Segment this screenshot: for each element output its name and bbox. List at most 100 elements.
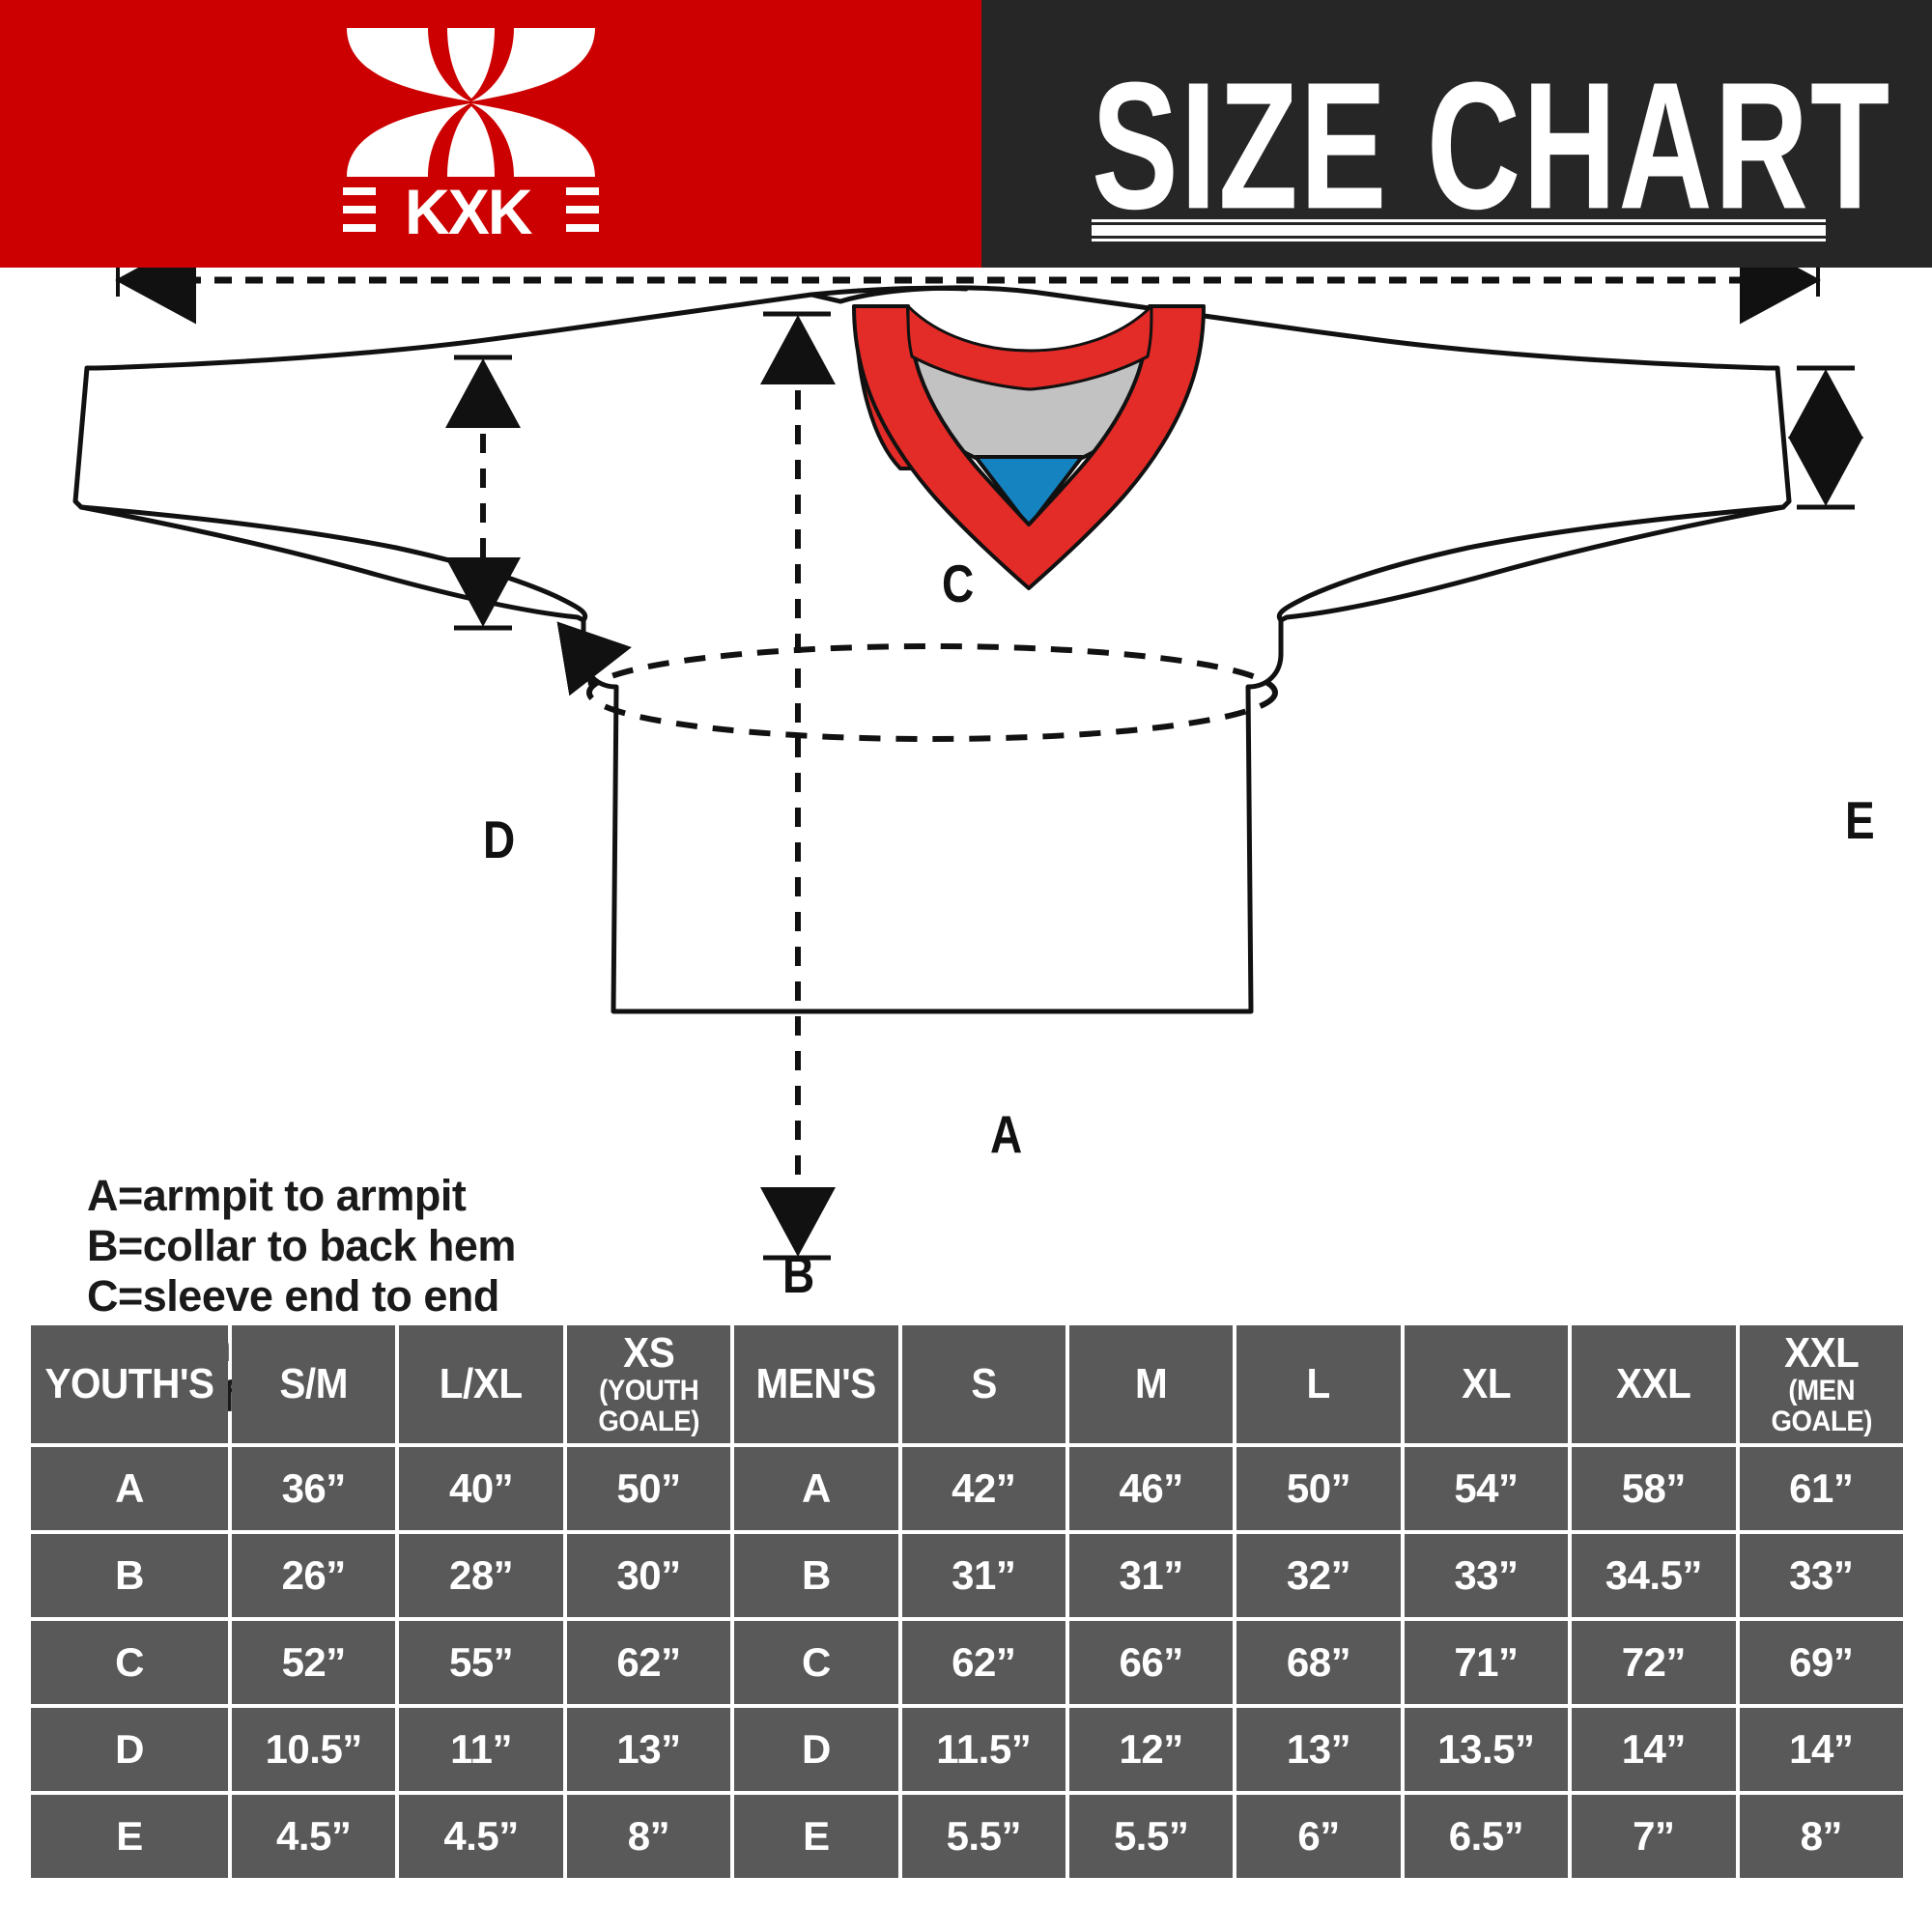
- legend-item-a: A=armpit to armpit: [87, 1171, 467, 1220]
- jersey-illustration: [72, 268, 1863, 1261]
- cell-value: 4.5”: [399, 1795, 563, 1878]
- page-title: SIZE CHART: [1092, 44, 1892, 247]
- cell-value: 4.5”: [232, 1795, 396, 1878]
- cell-value: 52”: [232, 1621, 396, 1704]
- cell-value: 55”: [399, 1621, 563, 1704]
- col-header-L-7: L: [1236, 1325, 1401, 1443]
- cell-value: 62”: [566, 1621, 731, 1704]
- dimension-label-E: E: [1845, 790, 1875, 850]
- col-header-main: XXL: [1783, 1329, 1860, 1377]
- cell-value: 13”: [1236, 1708, 1401, 1791]
- cell-value: 7”: [1572, 1795, 1736, 1878]
- legend-item-c: C=sleeve end to end: [87, 1271, 499, 1321]
- size-table: YOUTH'S S/M L/XL XS (YOUTH GOALE) MEN'S S M L XL X…: [27, 1321, 1907, 1882]
- kxk-hourglass-logo-icon: [347, 28, 595, 177]
- table-row: B 26” 28” 30” B 31” 31” 32” 33” 34.5” 33”: [31, 1534, 1903, 1617]
- row-label-youth: C: [31, 1621, 228, 1704]
- cell-value: 68”: [1236, 1621, 1401, 1704]
- cell-value: 14”: [1739, 1708, 1903, 1791]
- cell-value: 28”: [399, 1534, 563, 1617]
- row-label-youth: E: [31, 1795, 228, 1878]
- cell-value: 50”: [1236, 1447, 1401, 1530]
- col-header-YOUTHS-0: YOUTH'S: [31, 1325, 228, 1443]
- cell-value: 61”: [1739, 1447, 1903, 1530]
- shoulder-lines: [809, 285, 969, 298]
- col-header-main: S: [970, 1360, 997, 1407]
- col-header-main: YOUTH'S: [44, 1360, 214, 1407]
- jersey-diagram: C D E A B A=armpit to armpit B=collar to…: [0, 268, 1932, 1421]
- cell-value: 26”: [232, 1534, 396, 1617]
- size-table-body: A 36” 40” 50” A 42” 46” 50” 54” 58” 61” B 26” 28” 30” B…: [31, 1447, 1903, 1878]
- col-header-sub: (YOUTH GOALE): [598, 1375, 699, 1437]
- cell-value: 5.5”: [1068, 1795, 1234, 1878]
- table-row: A 36” 40” 50” A 42” 46” 50” 54” 58” 61”: [31, 1447, 1903, 1530]
- col-header-main: S/M: [279, 1360, 348, 1407]
- cell-value: 34.5”: [1572, 1534, 1736, 1617]
- table-row: C 52” 55” 62” C 62” 66” 68” 71” 72” 69”: [31, 1621, 1903, 1704]
- row-label-men: E: [734, 1795, 898, 1878]
- cell-value: 62”: [901, 1621, 1065, 1704]
- dimension-E-arrow: [1788, 365, 1863, 510]
- cell-value: 58”: [1572, 1447, 1736, 1530]
- table-header-row: YOUTH'S S/M L/XL XS (YOUTH GOALE) MEN'S S M L XL X…: [31, 1325, 1903, 1443]
- col-header-main: L/XL: [440, 1360, 524, 1407]
- dimension-B-arrow: [760, 311, 836, 1261]
- legend-item-b: B=collar to back hem: [87, 1221, 516, 1270]
- cell-value: 72”: [1572, 1621, 1736, 1704]
- cell-value: 54”: [1404, 1447, 1569, 1530]
- kxk-wordmark-icon: KXK: [343, 180, 599, 240]
- row-label-youth: D: [31, 1708, 228, 1791]
- col-header-main: XXL: [1616, 1360, 1691, 1407]
- cell-value: 14”: [1572, 1708, 1736, 1791]
- dimension-label-D: D: [483, 810, 516, 869]
- cell-value: 50”: [566, 1447, 731, 1530]
- svg-text:KXK: KXK: [405, 180, 532, 240]
- col-header-LXL-2: L/XL: [399, 1325, 563, 1443]
- size-table-container: YOUTH'S S/M L/XL XS (YOUTH GOALE) MEN'S S M L XL X…: [27, 1321, 1907, 1901]
- cell-value: 46”: [1068, 1447, 1234, 1530]
- row-label-men: C: [734, 1621, 898, 1704]
- title-underline-rule: [1092, 219, 1826, 242]
- cell-value: 31”: [1068, 1534, 1234, 1617]
- dimension-C-arrow: [115, 268, 1821, 325]
- cell-value: 13.5”: [1404, 1708, 1569, 1791]
- dimension-label-B: B: [782, 1244, 815, 1304]
- cell-value: 8”: [566, 1795, 731, 1878]
- cell-value: 66”: [1068, 1621, 1234, 1704]
- right-armhole-seam: [1276, 504, 1786, 623]
- cell-value: 40”: [399, 1447, 563, 1530]
- col-header-XS-3: XS (YOUTH GOALE): [566, 1325, 731, 1443]
- table-row: E 4.5” 4.5” 8” E 5.5” 5.5” 6” 6.5” 7” 8”: [31, 1795, 1903, 1878]
- dimension-label-A: A: [990, 1104, 1023, 1164]
- row-label-men: A: [734, 1447, 898, 1530]
- cell-value: 33”: [1739, 1534, 1903, 1617]
- cell-value: 13”: [566, 1708, 731, 1791]
- cell-value: 11”: [399, 1708, 563, 1791]
- dimension-A-ellipse: [556, 621, 1278, 742]
- cell-value: 32”: [1236, 1534, 1401, 1617]
- title-block: SIZE CHART: [1092, 43, 1889, 246]
- cell-value: 12”: [1068, 1708, 1234, 1791]
- col-header-main: MEN'S: [755, 1360, 877, 1407]
- col-header-main: XL: [1462, 1360, 1511, 1407]
- col-header-XL-8: XL: [1404, 1325, 1569, 1443]
- row-label-men: B: [734, 1534, 898, 1617]
- brand-logo: KXK: [343, 25, 599, 249]
- col-header-sub: (MEN GOALE): [1770, 1375, 1872, 1437]
- col-header-XXL-10: XXL (MEN GOALE): [1739, 1325, 1903, 1443]
- col-header-main: L: [1306, 1360, 1331, 1407]
- size-table-header: YOUTH'S S/M L/XL XS (YOUTH GOALE) MEN'S S M L XL X…: [31, 1325, 1903, 1443]
- left-armhole-seam: [78, 504, 588, 623]
- cell-value: 71”: [1404, 1621, 1569, 1704]
- cell-value: 11.5”: [901, 1708, 1065, 1791]
- cell-value: 33”: [1404, 1534, 1569, 1617]
- table-row: D 10.5” 11” 13” D 11.5” 12” 13” 13.5” 14” 14”: [31, 1708, 1903, 1791]
- col-header-SM-1: S/M: [232, 1325, 396, 1443]
- row-label-youth: A: [31, 1447, 228, 1530]
- collar: [852, 304, 1206, 590]
- cell-value: 6”: [1236, 1795, 1401, 1878]
- dimension-D-arrow: [445, 355, 521, 631]
- cell-value: 36”: [232, 1447, 396, 1530]
- col-header-XXL-9: XXL: [1572, 1325, 1736, 1443]
